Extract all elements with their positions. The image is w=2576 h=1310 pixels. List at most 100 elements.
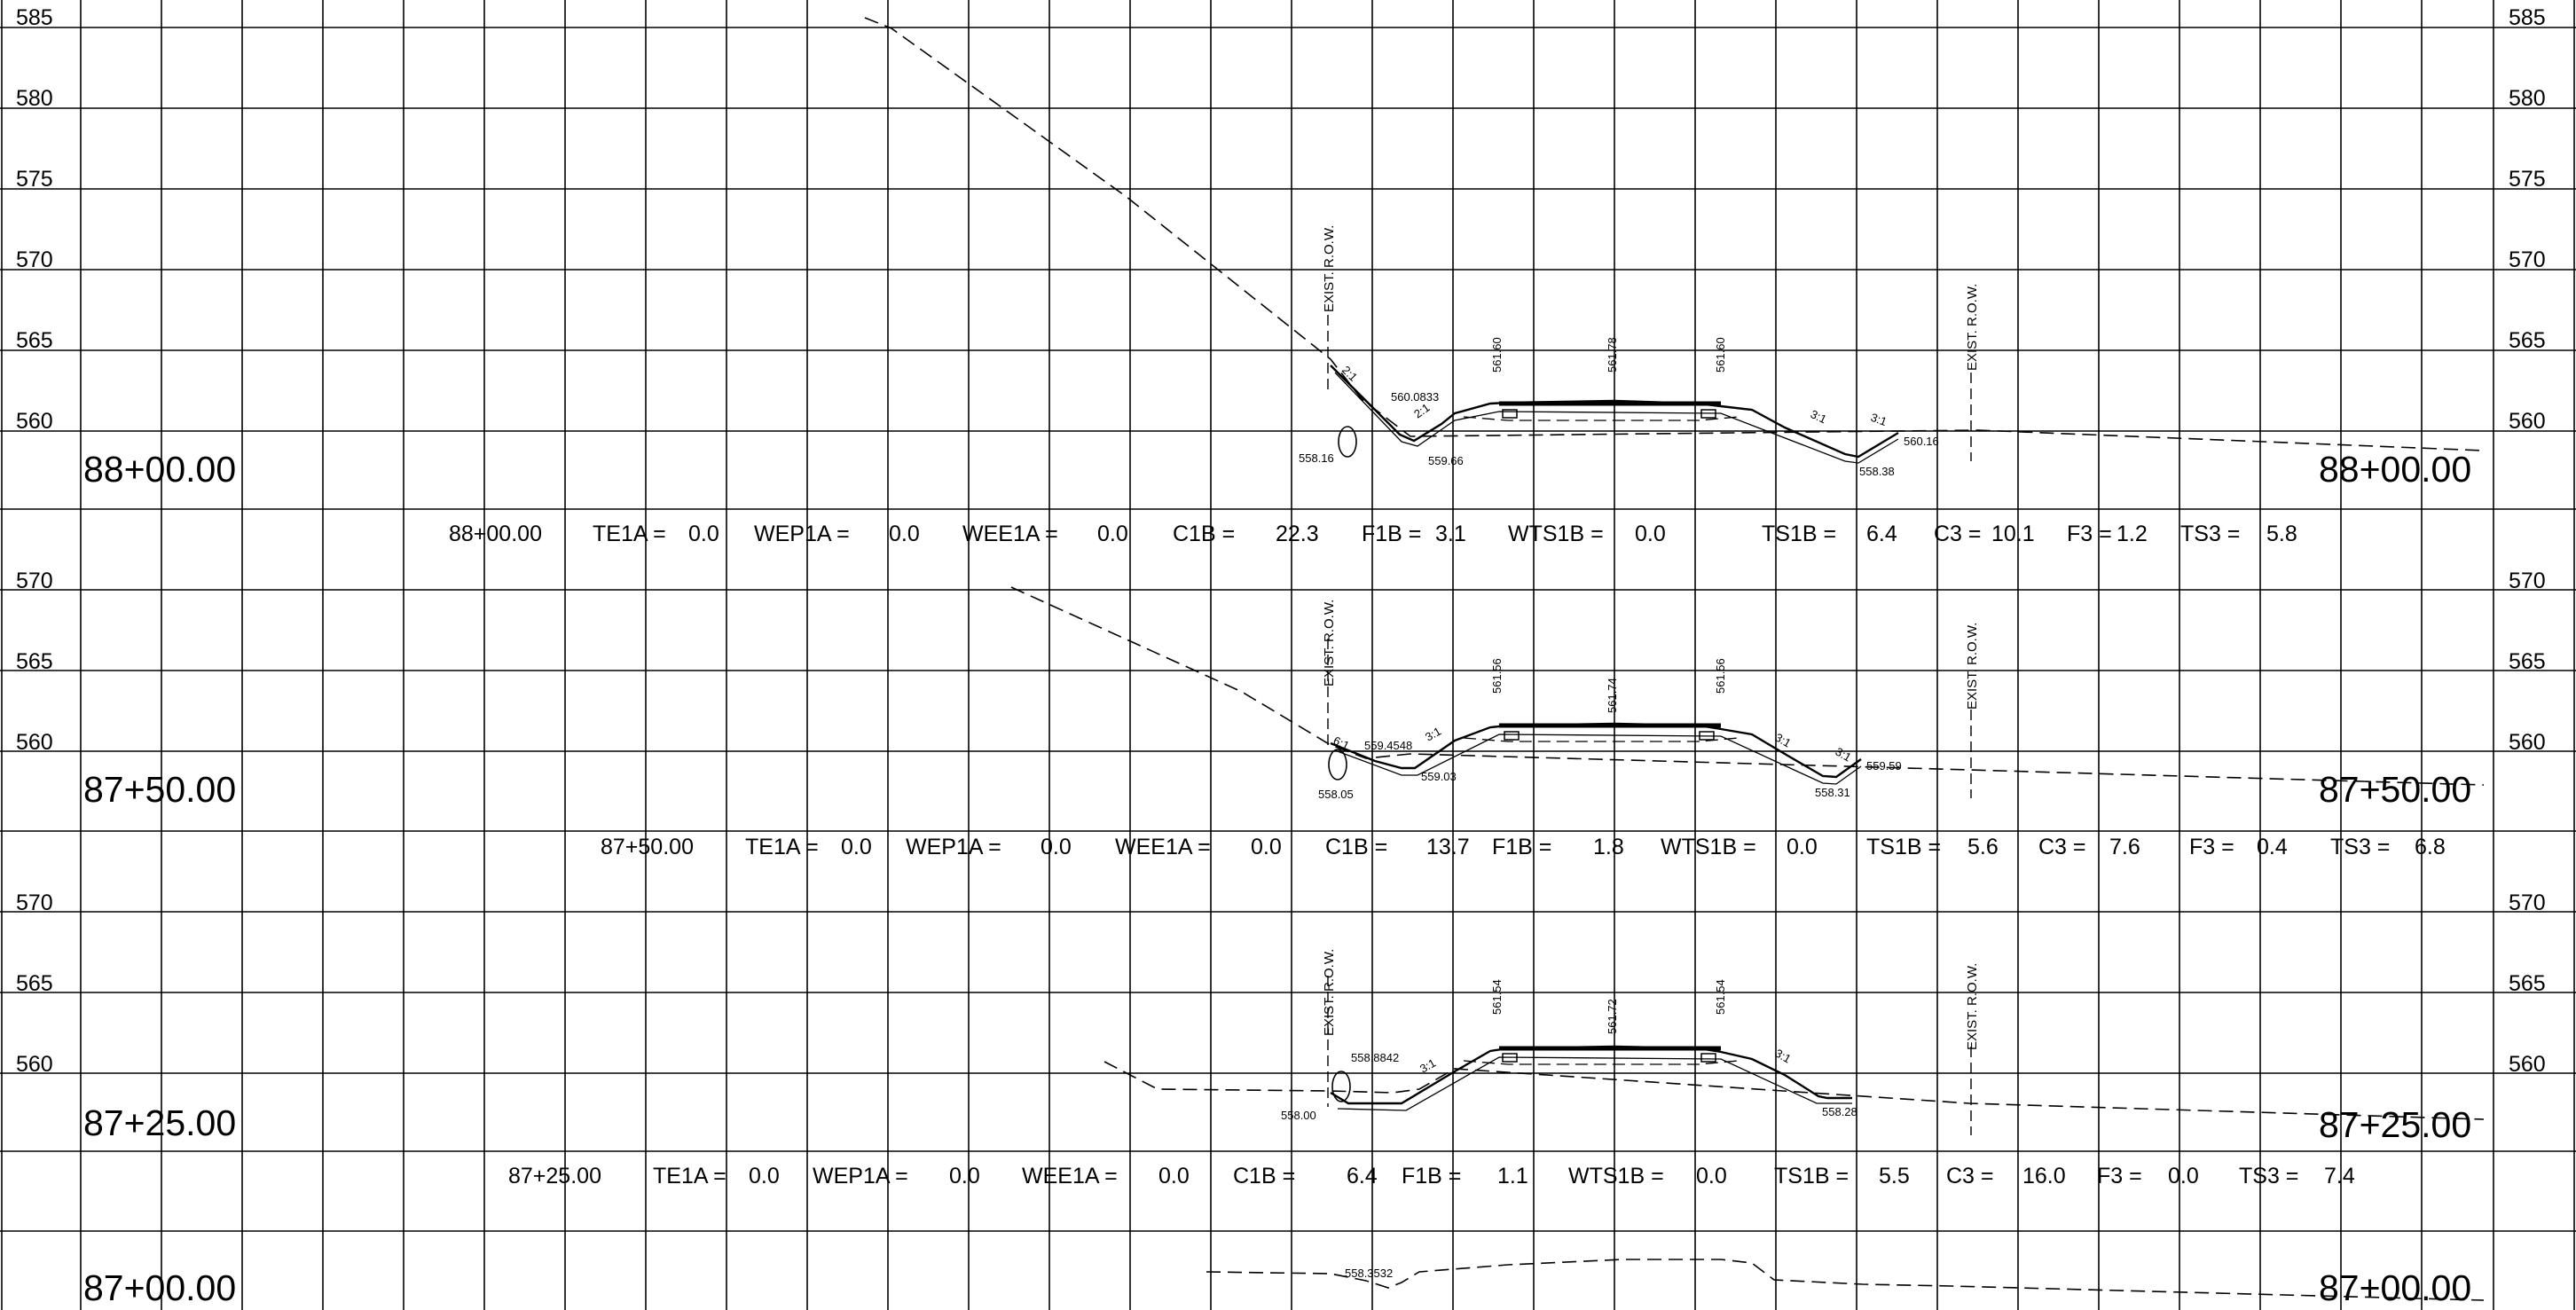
centerline-elev: 561.78 — [1606, 337, 1619, 373]
centerline-elev: 561.74 — [1606, 678, 1619, 713]
edge-block-right — [1700, 409, 1716, 419]
elev-label: 575 — [16, 167, 53, 192]
quantity-label: F3 = — [2189, 835, 2234, 859]
elev-label-right: 570 — [2509, 890, 2546, 915]
quantity-value: 6.4 — [1347, 1164, 1378, 1188]
ditch-elev-label: 558.8842 — [1351, 1051, 1399, 1064]
proposed-section-line — [1330, 365, 1899, 459]
section-8750: EXIST. R.O.W. EXIST. R.O.W. 561.56 561.7… — [83, 586, 2485, 859]
slope-label: 3:1 — [1869, 411, 1889, 428]
quantity-label: F1B = — [1362, 522, 1421, 546]
quantity-label: TS3 = — [2180, 522, 2240, 546]
point-elev-label: 558.38 — [1859, 465, 1895, 478]
point-elev-label: 560.16 — [1904, 435, 1939, 448]
quantity-label: TS1B = — [1762, 522, 1836, 546]
quantity-value: 0.0 — [889, 522, 920, 546]
quantity-label: WEP1A = — [813, 1164, 908, 1188]
quantity-value: 10.1 — [1991, 522, 2035, 546]
quantity-label: WTS1B = — [1568, 1164, 1664, 1188]
point-elev-label: 558.28 — [1822, 1105, 1857, 1118]
point-elev-label: 558.16 — [1299, 451, 1334, 465]
point-elev-label: 558.05 — [1318, 788, 1354, 801]
quantity-label: TS3 = — [2330, 835, 2390, 859]
quantity-label: TS3 = — [2239, 1164, 2298, 1188]
elev-label-right: 565 — [2509, 971, 2546, 996]
quantity-value: 1.2 — [2117, 522, 2148, 546]
quantity-value: 1.1 — [1497, 1164, 1528, 1188]
quantity-value: 6.8 — [2415, 835, 2446, 859]
row-label-left: EXIST. R.O.W. — [1322, 949, 1337, 1036]
edge-block-left — [1504, 731, 1520, 741]
quantity-value: 22.3 — [1276, 522, 1319, 546]
quantity-value: 0.0 — [749, 1164, 780, 1188]
quantity-label: C3 = — [2038, 835, 2086, 859]
existing-ground-line — [1103, 1061, 2485, 1120]
quantity-label: WTS1B = — [1508, 522, 1604, 546]
quantity-label: F3 = — [2067, 522, 2112, 546]
quantity-value: 0.0 — [1097, 522, 1128, 546]
elev-label: 570 — [16, 247, 53, 272]
elev-label-right: 560 — [2509, 409, 2546, 434]
elev-label: 570 — [16, 569, 53, 593]
slope-label: 6:1 — [1331, 733, 1352, 752]
quantity-station: 87+25.00 — [508, 1164, 601, 1188]
point-elev-label: 558.00 — [1281, 1109, 1316, 1122]
section-8700: 558.3532 87+00.00 87+00.00 — [83, 1259, 2485, 1308]
edge-block-left — [1502, 409, 1518, 419]
quantity-value: 0.0 — [2168, 1164, 2199, 1188]
section-8725: EXIST. R.O.W. EXIST. R.O.W. 561.54 561.7… — [83, 949, 2485, 1188]
station-label-right: 88+00.00 — [2319, 449, 2471, 490]
quantity-label: F1B = — [1402, 1164, 1461, 1188]
elev-label-right: 575 — [2509, 167, 2546, 192]
shoulder-elev-left: 561.60 — [1490, 337, 1504, 373]
ditch-elev-label: 558.3532 — [1345, 1267, 1393, 1280]
shoulder-elev-right: 561.56 — [1714, 658, 1727, 694]
quantity-label: WEE1A = — [1022, 1164, 1118, 1188]
quantity-value: 5.5 — [1879, 1164, 1910, 1188]
elev-label-right: 585 — [2509, 5, 2546, 30]
quantity-label: WEP1A = — [906, 835, 1001, 859]
quantity-value: 0.0 — [1696, 1164, 1727, 1188]
slope-label: 3:1 — [1809, 407, 1829, 426]
station-label-left: 88+00.00 — [83, 449, 236, 490]
quantity-value: 0.0 — [1251, 835, 1282, 859]
elev-label: 565 — [16, 649, 53, 674]
shoulder-elev-left: 561.56 — [1490, 658, 1504, 694]
quantity-label: TS1B = — [1866, 835, 1941, 859]
quantity-value: 0.0 — [1635, 522, 1666, 546]
ditch-elev-label: 559.4548 — [1364, 739, 1412, 752]
quantity-station: 87+50.00 — [601, 835, 694, 859]
shoulder-elev-left: 561.54 — [1490, 979, 1504, 1015]
row-label-left: EXIST. R.O.W. — [1322, 600, 1337, 686]
quantity-label: WEE1A = — [1115, 835, 1211, 859]
proposed-section-inner — [1334, 372, 1899, 464]
quantity-station: 88+00.00 — [449, 522, 542, 546]
elev-label-right: 565 — [2509, 328, 2546, 353]
subgrade-line — [1463, 1060, 1740, 1065]
row-label-right: EXIST. R.O.W. — [1965, 623, 1980, 710]
point-elev-label: 559.59 — [1866, 759, 1902, 773]
point-elev-label: 559.66 — [1428, 454, 1464, 467]
quantity-label: WEP1A = — [754, 522, 850, 546]
elev-label: 565 — [16, 328, 53, 353]
elev-label: 560 — [16, 409, 53, 434]
shoulder-elev-right: 561.54 — [1714, 979, 1727, 1015]
edge-block-right — [1700, 1053, 1716, 1063]
culvert-icon — [1331, 1071, 1351, 1102]
quantity-value: 0.0 — [688, 522, 719, 546]
point-elev-label: 558.31 — [1815, 786, 1850, 799]
centerline-elev: 561.72 — [1606, 999, 1619, 1034]
station-label-right: 87+50.00 — [2319, 769, 2471, 810]
quantity-label: C3 = — [1946, 1164, 1994, 1188]
subgrade-line — [1463, 737, 1740, 742]
edge-block-left — [1502, 1053, 1518, 1063]
row-label-left: EXIST. R.O.W. — [1322, 225, 1337, 312]
quantity-label: WTS1B = — [1661, 835, 1756, 859]
quantity-value: 7.6 — [2109, 835, 2140, 859]
station-label-left: 87+00.00 — [83, 1267, 236, 1308]
quantity-value: 3.1 — [1435, 522, 1466, 546]
subgrade-line — [1463, 416, 1740, 421]
quantity-label: C1B = — [1173, 522, 1235, 546]
